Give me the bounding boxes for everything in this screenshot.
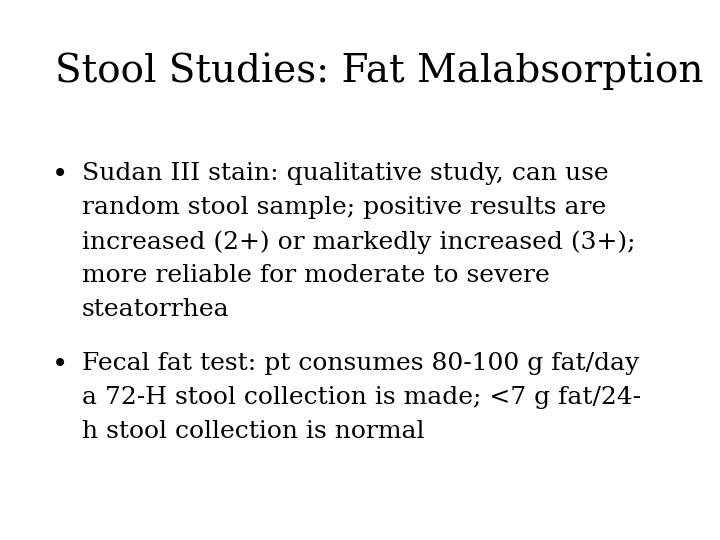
Text: Fecal fat test: pt consumes 80-100 g fat/day: Fecal fat test: pt consumes 80-100 g fat… bbox=[82, 352, 639, 375]
Text: more reliable for moderate to severe: more reliable for moderate to severe bbox=[82, 264, 550, 287]
Text: Stool Studies: Fat Malabsorption: Stool Studies: Fat Malabsorption bbox=[55, 52, 703, 90]
Text: •: • bbox=[52, 352, 68, 379]
Text: a 72-H stool collection is made; <7 g fat/24-: a 72-H stool collection is made; <7 g fa… bbox=[82, 386, 641, 409]
Text: steatorrhea: steatorrhea bbox=[82, 298, 230, 321]
Text: random stool sample; positive results are: random stool sample; positive results ar… bbox=[82, 196, 606, 219]
Text: •: • bbox=[52, 162, 68, 189]
Text: Sudan III stain: qualitative study, can use: Sudan III stain: qualitative study, can … bbox=[82, 162, 608, 185]
Text: increased (2+) or markedly increased (3+);: increased (2+) or markedly increased (3+… bbox=[82, 230, 636, 254]
Text: h stool collection is normal: h stool collection is normal bbox=[82, 420, 425, 443]
